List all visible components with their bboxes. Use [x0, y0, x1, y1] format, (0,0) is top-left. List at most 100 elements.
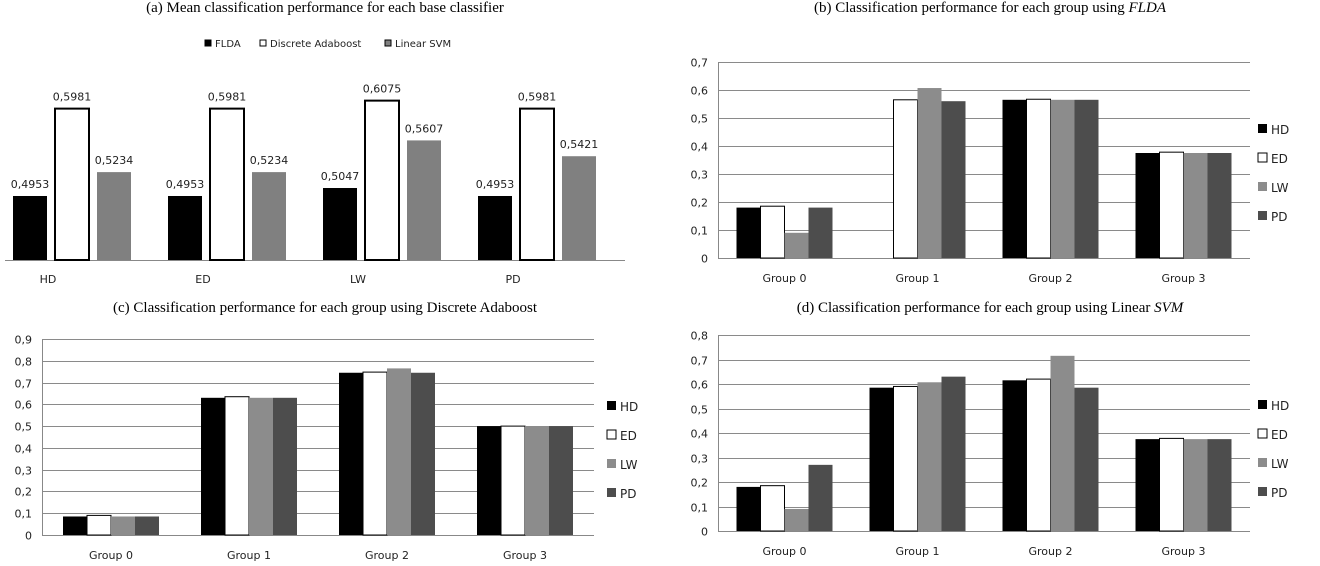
legend-swatch-ed: [1257, 428, 1268, 439]
x-tick-label-group-0: Group 0: [763, 272, 807, 285]
bar-group-1-lw: [917, 382, 942, 531]
y-tick-label: 0,7: [691, 57, 709, 70]
y-tick-label: 0,3: [15, 465, 33, 478]
bar-lw-flda: [323, 188, 357, 260]
y-tick-label: 0,3: [691, 169, 709, 182]
bar-group-2-ed: [362, 371, 388, 536]
x-tick-label-group-2: Group 2: [365, 549, 409, 562]
x-tick-label-group-1: Group 1: [227, 549, 271, 562]
bar-group-0-hd: [63, 516, 87, 535]
data-label-lw-discrete-adaboost: 0,6075: [363, 83, 402, 96]
title-prefix: (c): [112, 300, 134, 316]
legend-swatch-ed: [1257, 152, 1268, 163]
bar-group-0-pd: [808, 464, 833, 531]
legend-label-pd: PD: [1271, 486, 1287, 500]
chart-svg-a: FLDA Discrete Adaboost Linear SVM 0,4953 0,5…: [5, 39, 625, 286]
legend-label-ed: ED: [1271, 152, 1288, 166]
bar-hd-discrete-adaboost: [54, 107, 90, 261]
bar-group-0-pd: [808, 207, 833, 258]
legend-label-hd: HD: [620, 400, 638, 414]
chart-panel-a: (a) Mean classification performance for …: [0, 0, 650, 290]
bar-ed-linear-svm: [252, 172, 286, 260]
bar-group-0-ed: [86, 514, 112, 536]
y-tick-label: 0,2: [691, 477, 709, 490]
title-prefix: (d): [796, 300, 818, 316]
bar-group-3-ed: [500, 425, 526, 536]
bar-group-0-lw: [111, 516, 135, 535]
bar-pd-linear-svm: [562, 156, 596, 260]
x-tick-label-group-3: Group 3: [503, 549, 547, 562]
y-tick-label: 0: [25, 530, 32, 543]
legend-label-flda: FLDA: [215, 39, 241, 50]
data-label-pd-discrete-adaboost: 0,5981: [518, 91, 557, 104]
bar-lw-discrete-adaboost: [364, 99, 400, 261]
data-label-lw-flda: 0,5047: [321, 170, 360, 183]
bar-hd-flda: [13, 195, 47, 260]
y-tick-label: 0,1: [691, 225, 709, 238]
title-italic: FLDA: [1128, 0, 1166, 16]
bar-group-0-lw: [784, 232, 809, 258]
x-tick-label-group-3: Group 3: [1162, 545, 1206, 558]
y-tick-label: 0: [701, 253, 708, 266]
title-text: Classification performance for each grou…: [835, 0, 1129, 16]
data-label-pd-linear-svm: 0,5421: [560, 138, 599, 151]
legend-label-pd: PD: [1271, 210, 1287, 224]
data-label-lw-linear-svm: 0,5607: [405, 122, 444, 135]
bar-group-1-hd: [869, 387, 894, 531]
legend-label-lw: LW: [1271, 181, 1289, 195]
legend-label-linear-svm: Linear SVM: [395, 39, 451, 50]
legend-swatch-ed: [606, 429, 617, 440]
y-tick-label: 0,2: [691, 197, 709, 210]
y-tick-label: 0,1: [691, 502, 709, 515]
bar-pd-discrete-adaboost: [519, 107, 555, 261]
bar-group-1-pd: [941, 101, 966, 258]
x-tick-label-group-2: Group 2: [1029, 272, 1073, 285]
title-italic: SVM: [1154, 300, 1184, 316]
x-tick-label-group-0: Group 0: [763, 545, 807, 558]
legend-label-lw: LW: [620, 458, 638, 472]
bar-group-3-hd: [1135, 439, 1160, 531]
legend-swatch-discrete-adaboost: [259, 39, 267, 47]
legend-swatch-hd: [1258, 124, 1267, 133]
data-label-ed-flda: 0,4953: [166, 178, 205, 191]
bar-group-0-ed: [760, 485, 785, 532]
x-tick-label-lw: LW: [350, 273, 366, 286]
legend-label-hd: HD: [1271, 399, 1289, 413]
y-tick-label: 0,2: [15, 486, 33, 499]
legend-swatch-pd: [1258, 211, 1267, 220]
legend-swatch-lw: [1258, 182, 1267, 191]
bar-group-1-ed: [893, 385, 918, 532]
y-tick-label: 0,5: [691, 404, 709, 417]
bar-group-3-hd: [1135, 153, 1160, 258]
y-tick-label: 0,5: [691, 113, 709, 126]
bar-group-2-ed: [1026, 98, 1051, 259]
bar-group-1-lw: [249, 397, 273, 535]
y-tick-label: 0,5: [15, 421, 33, 434]
bar-group-0-hd: [736, 486, 761, 531]
title-text: Classification performance for each grou…: [133, 300, 538, 316]
bar-group-2-ed: [1026, 378, 1051, 532]
data-label-hd-linear-svm: 0,5234: [95, 154, 134, 167]
y-tick-label: 0,6: [691, 85, 709, 98]
bar-group-0-hd: [736, 207, 761, 258]
x-tick-label-group-2: Group 2: [1029, 545, 1073, 558]
bar-group-2-pd: [1074, 99, 1099, 258]
bar-group-1-lw: [917, 88, 942, 258]
y-tick-label: 0,9: [15, 334, 33, 347]
y-tick-label: 0,3: [691, 453, 709, 466]
y-tick-label: 0,6: [15, 399, 33, 412]
bar-group-3-pd: [1207, 439, 1232, 531]
legend-swatch-lw: [1258, 458, 1267, 467]
y-tick-label: 0,6: [691, 379, 709, 392]
bar-group-3-lw: [525, 426, 549, 535]
bar-group-0-pd: [135, 516, 159, 535]
bar-group-0-ed: [760, 205, 785, 259]
legend-swatch-linear-svm: [384, 39, 392, 47]
bar-lw-linear-svm: [407, 140, 441, 260]
data-label-hd-discrete-adaboost: 0,5981: [53, 91, 92, 104]
bar-group-2-hd: [1002, 380, 1027, 531]
bar-ed-flda: [168, 195, 202, 260]
title-prefix: (b): [814, 0, 836, 16]
x-tick-label-group-1: Group 1: [896, 545, 940, 558]
x-tick-label-group-1: Group 1: [896, 272, 940, 285]
